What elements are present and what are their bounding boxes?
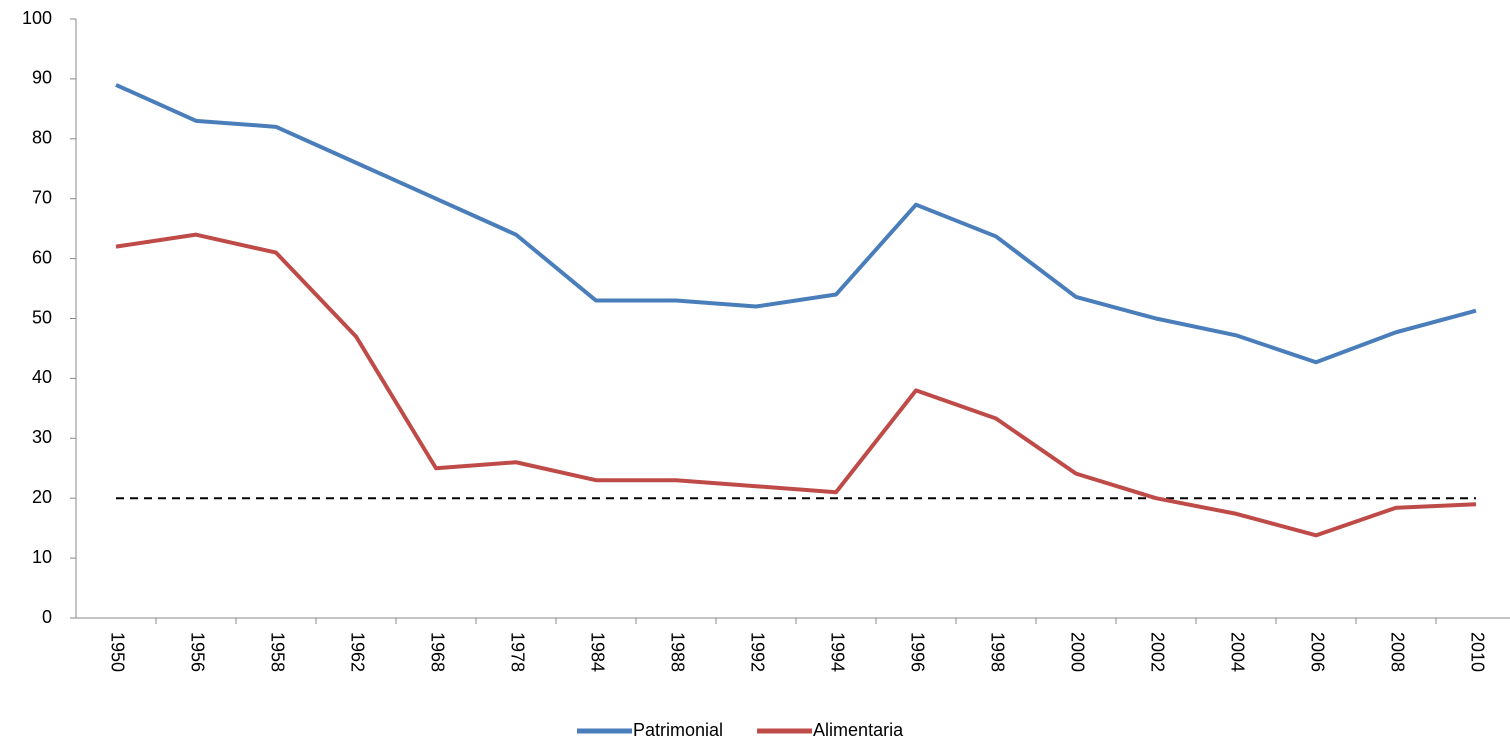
x-tick-label: 1950 xyxy=(107,632,127,672)
x-tick-label: 1984 xyxy=(587,632,607,672)
y-tick-label: 50 xyxy=(32,307,52,327)
x-tick-label: 1958 xyxy=(267,632,287,672)
x-tick-label: 1998 xyxy=(987,632,1007,672)
y-tick-label: 70 xyxy=(32,187,52,207)
x-tick-label: 1956 xyxy=(187,632,207,672)
x-tick-label: 1968 xyxy=(427,632,447,672)
x-tick-label: 2008 xyxy=(1387,632,1407,672)
y-tick-label: 40 xyxy=(32,367,52,387)
x-tick-label: 1988 xyxy=(667,632,687,672)
y-tick-label: 100 xyxy=(22,8,52,28)
x-tick-label: 1978 xyxy=(507,632,527,672)
x-tick-label: 1962 xyxy=(347,632,367,672)
y-tick-label: 10 xyxy=(32,547,52,567)
y-tick-label: 90 xyxy=(32,68,52,88)
x-tick-label: 2002 xyxy=(1147,632,1167,672)
data-line xyxy=(115,232,1477,538)
legend-label: Patrimonial xyxy=(633,720,723,740)
y-tick-label: 60 xyxy=(32,247,52,267)
x-tick-label: 2000 xyxy=(1067,632,1087,672)
y-tick-label: 30 xyxy=(32,427,52,447)
y-tick-label: 20 xyxy=(32,487,52,507)
x-tick-label: 2004 xyxy=(1227,632,1247,672)
legend-label: Alimentaria xyxy=(813,720,904,740)
x-tick-label: 1994 xyxy=(827,632,847,672)
x-tick-label: 1992 xyxy=(747,632,767,672)
y-tick-label: 0 xyxy=(42,607,52,627)
data-line xyxy=(115,83,1477,365)
x-tick-label: 2010 xyxy=(1467,632,1487,672)
y-tick-label: 80 xyxy=(32,128,52,148)
x-tick-label: 1996 xyxy=(907,632,927,672)
x-tick-label: 2006 xyxy=(1307,632,1327,672)
